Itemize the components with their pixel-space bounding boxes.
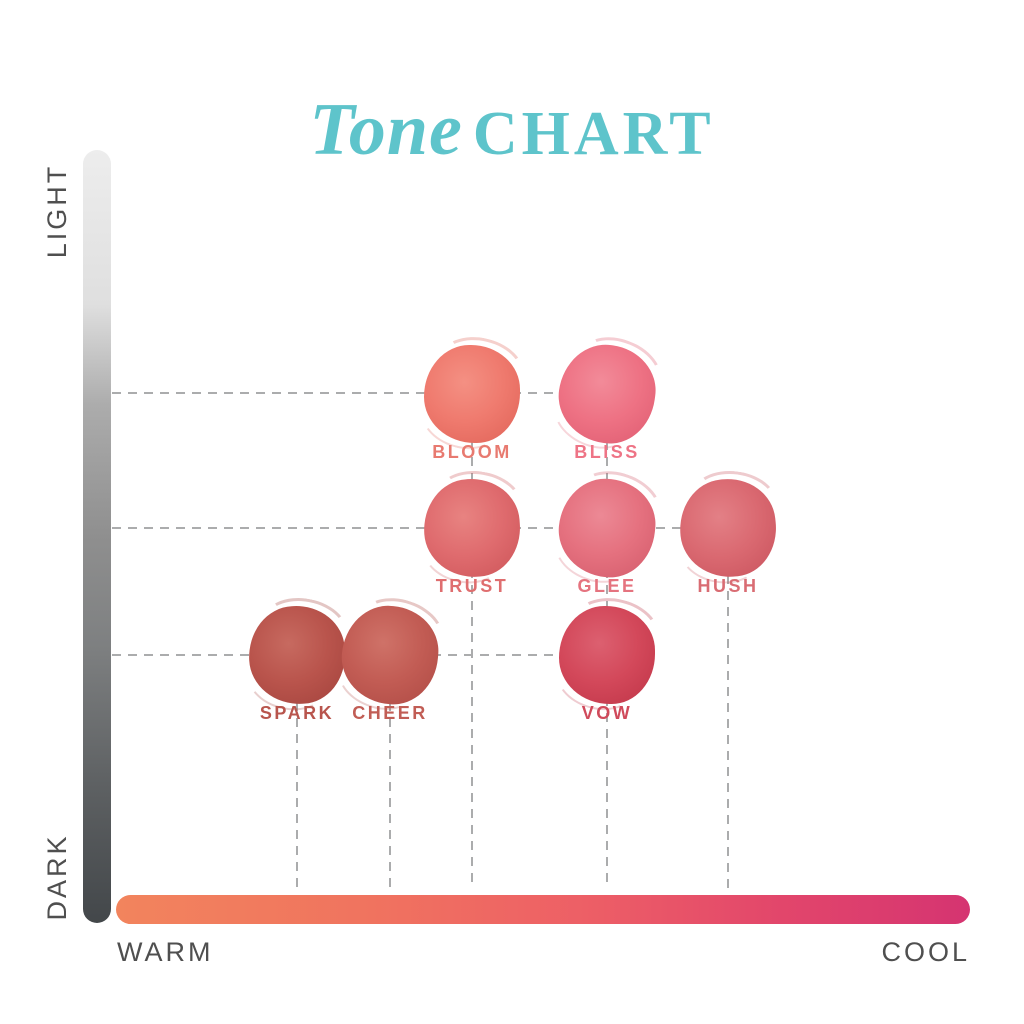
swatch-spark bbox=[242, 590, 354, 718]
guide-line-vertical bbox=[296, 702, 298, 888]
swatch-label-vow: VOW bbox=[581, 703, 633, 723]
guide-line-vertical bbox=[727, 575, 729, 888]
guide-line-vertical bbox=[471, 441, 473, 888]
swatch-label-bloom: BLOOM bbox=[432, 442, 512, 462]
swatch-label-trust: TRUST bbox=[435, 576, 509, 596]
warmth-gradient-bar bbox=[116, 895, 970, 924]
swatch-vow bbox=[549, 589, 667, 719]
axis-label-dark: DARK bbox=[42, 833, 72, 921]
swatch-hush bbox=[675, 465, 783, 590]
swatch-smudge-ridge-top bbox=[566, 325, 672, 417]
axis-label-light: LIGHT bbox=[42, 163, 72, 259]
swatch-smudge-ridge-top bbox=[685, 465, 783, 541]
swatch-label-bliss: BLISS bbox=[574, 442, 640, 462]
swatch-label-spark: SPARK bbox=[259, 703, 335, 723]
swatch-smudge-ridge-top bbox=[254, 590, 354, 670]
swatch-bloom bbox=[414, 328, 532, 458]
swatch-smudge-ridge-top bbox=[564, 589, 667, 672]
swatch-smudge-ridge-top bbox=[429, 464, 528, 542]
lightness-gradient-bar bbox=[83, 150, 111, 923]
axis-label-warm: WARM bbox=[117, 937, 214, 967]
swatch-glee bbox=[545, 459, 671, 594]
swatch-label-cheer: CHEER bbox=[352, 703, 428, 723]
title-caps-part: CHART bbox=[472, 100, 715, 169]
swatch-trust bbox=[417, 464, 528, 591]
swatch-bliss bbox=[544, 325, 672, 461]
swatch-label-glee: GLEE bbox=[577, 576, 637, 596]
swatch-cheer bbox=[329, 587, 453, 721]
guide-line-horizontal bbox=[112, 392, 652, 394]
swatch-label-hush: HUSH bbox=[697, 576, 759, 596]
swatch-smudge-ridge-top bbox=[348, 587, 453, 676]
swatch-smudge-ridge-top bbox=[429, 328, 532, 411]
guide-line-vertical bbox=[389, 702, 391, 888]
title-script-part: Tone bbox=[309, 89, 463, 172]
swatch-smudge-ridge-top bbox=[565, 459, 671, 550]
axis-label-cool: COOL bbox=[881, 937, 970, 967]
page-title: Tone CHART bbox=[309, 93, 714, 167]
